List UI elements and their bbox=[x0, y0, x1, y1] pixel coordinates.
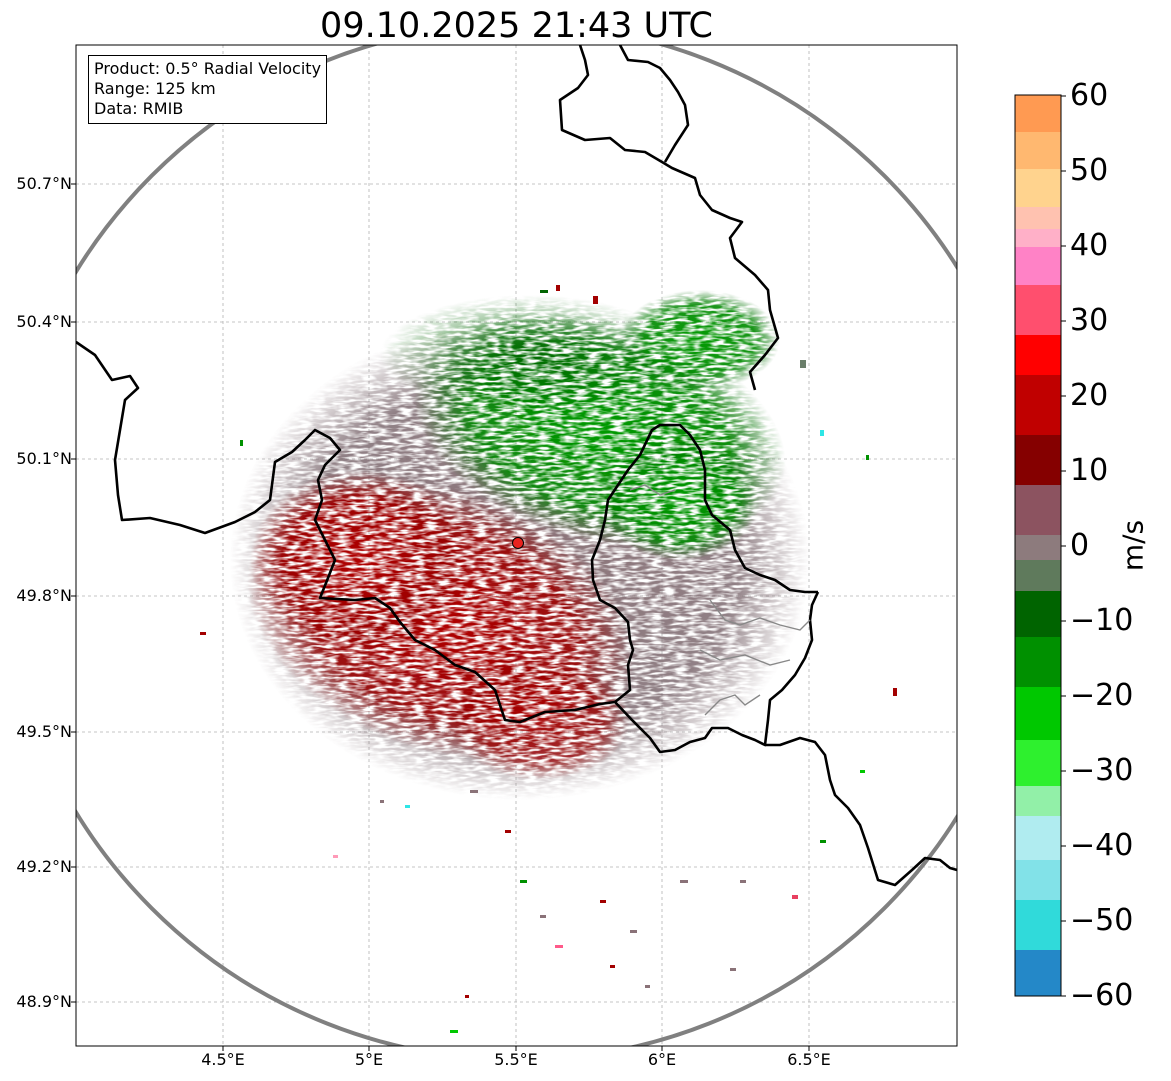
x-tick-label: 4.5°E bbox=[201, 1050, 245, 1069]
colorbar-tick-label: 40 bbox=[1070, 228, 1109, 263]
colorbar-tick-label: −10 bbox=[1070, 603, 1134, 638]
x-tick-label: 5.5°E bbox=[494, 1050, 538, 1069]
x-tick-label: 6.5°E bbox=[787, 1050, 831, 1069]
map-title: 09.10.2025 21:43 UTC bbox=[320, 6, 713, 46]
y-tick-label: 50.7°N bbox=[16, 174, 72, 193]
country-borders bbox=[76, 45, 957, 887]
colorbar-tick-label: 50 bbox=[1070, 153, 1109, 188]
y-tick-label: 50.1°N bbox=[16, 449, 72, 468]
info-source: Data: RMIB bbox=[94, 99, 184, 118]
colorbar-tick-label: −50 bbox=[1070, 903, 1134, 938]
colorbar-tick-label: 60 bbox=[1070, 78, 1109, 113]
colorbar-tick-label: −20 bbox=[1070, 678, 1134, 713]
colorbar-unit-label: m/s bbox=[1116, 519, 1150, 572]
info-box: Product: 0.5° Radial Velocity Range: 125… bbox=[88, 55, 328, 124]
velocity-field bbox=[230, 290, 810, 800]
x-tick-label: 5°E bbox=[354, 1050, 384, 1069]
colorbar bbox=[1014, 94, 1066, 997]
colorbar-tick-label: −40 bbox=[1070, 828, 1134, 863]
colorbar-tick-label: 20 bbox=[1070, 378, 1109, 413]
radar-site-marker bbox=[512, 537, 524, 549]
y-tick-label: 49.8°N bbox=[16, 586, 72, 605]
y-tick-label: 49.5°N bbox=[16, 722, 72, 741]
y-tick-label: 48.9°N bbox=[16, 992, 72, 1011]
colorbar-tick-label: 0 bbox=[1070, 528, 1090, 563]
scattered-echoes bbox=[200, 285, 897, 1033]
tick-marks bbox=[71, 183, 810, 1051]
colorbar-tick-label: −30 bbox=[1070, 753, 1134, 788]
info-range: Range: 125 km bbox=[94, 79, 216, 98]
colorbar-tick-label: 10 bbox=[1070, 453, 1109, 488]
district-borders bbox=[629, 484, 811, 716]
colorbar-tick-label: −60 bbox=[1070, 978, 1134, 1013]
y-tick-label: 50.4°N bbox=[16, 312, 72, 331]
info-product: Product: 0.5° Radial Velocity bbox=[94, 59, 322, 78]
y-tick-label: 49.2°N bbox=[16, 857, 72, 876]
x-tick-label: 6°E bbox=[647, 1050, 677, 1069]
colorbar-tick-label: 30 bbox=[1070, 303, 1109, 338]
